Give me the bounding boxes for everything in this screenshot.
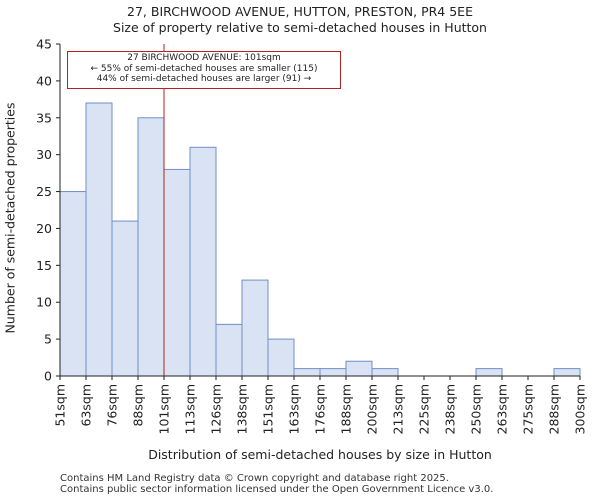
bar-113sqm bbox=[189, 146, 217, 377]
y-tick-label-10: 10 bbox=[36, 295, 52, 310]
y-tick-label-5: 5 bbox=[44, 332, 52, 347]
bar-200sqm bbox=[371, 368, 399, 377]
x-tick-label-288sqm: 288sqm bbox=[547, 384, 562, 434]
bar-188sqm bbox=[345, 360, 373, 377]
x-tick-label-126sqm: 126sqm bbox=[209, 384, 224, 434]
y-tick-label-30: 30 bbox=[36, 147, 52, 162]
footer-copyright: Contains HM Land Registry data © Crown c… bbox=[60, 473, 449, 484]
x-tick-label-200sqm: 200sqm bbox=[365, 384, 380, 434]
bar-250sqm bbox=[475, 368, 503, 377]
annotation-line3: 44% of semi-detached houses are larger (… bbox=[96, 74, 312, 84]
x-tick-label-263sqm: 263sqm bbox=[495, 384, 510, 434]
bar-138sqm bbox=[241, 279, 269, 377]
bar-176sqm bbox=[319, 368, 347, 377]
bar-63sqm bbox=[85, 102, 113, 377]
y-tick-label-25: 25 bbox=[36, 184, 52, 199]
y-axis-label: Number of semi-detached properties bbox=[2, 102, 18, 334]
bar-76sqm bbox=[111, 220, 139, 377]
bar-151sqm bbox=[267, 338, 295, 377]
annotation-line1: 27 BIRCHWOOD AVENUE: 101sqm bbox=[127, 53, 281, 63]
x-tick-label-101sqm: 101sqm bbox=[157, 384, 172, 434]
chart-title-line2: Size of property relative to semi-detach… bbox=[113, 20, 487, 35]
x-axis-label: Distribution of semi-detached houses by … bbox=[148, 447, 492, 462]
x-tick-label-238sqm: 238sqm bbox=[443, 384, 458, 434]
bar-88sqm bbox=[137, 117, 165, 377]
y-tick-label-35: 35 bbox=[36, 110, 52, 125]
y-tick-label-40: 40 bbox=[36, 73, 52, 88]
y-tick-label-15: 15 bbox=[36, 258, 52, 273]
x-tick-label-63sqm: 63sqm bbox=[79, 384, 94, 427]
x-tick-label-250sqm: 250sqm bbox=[469, 384, 484, 434]
x-tick-label-275sqm: 275sqm bbox=[521, 384, 536, 434]
x-tick-label-88sqm: 88sqm bbox=[131, 384, 146, 427]
bar-288sqm bbox=[553, 368, 581, 377]
bar-51sqm bbox=[59, 191, 87, 377]
x-tick-label-138sqm: 138sqm bbox=[235, 384, 250, 434]
annotation-line2: ← 55% of semi-detached houses are smalle… bbox=[90, 63, 318, 74]
x-tick-label-151sqm: 151sqm bbox=[261, 384, 276, 434]
x-tick-label-300sqm: 300sqm bbox=[573, 384, 588, 434]
x-tick-label-188sqm: 188sqm bbox=[339, 384, 354, 434]
x-tick-label-51sqm: 51sqm bbox=[53, 384, 68, 427]
x-tick-label-163sqm: 163sqm bbox=[287, 384, 302, 434]
x-tick-label-113sqm: 113sqm bbox=[183, 384, 198, 434]
y-tick-label-20: 20 bbox=[36, 221, 52, 236]
y-tick-label-45: 45 bbox=[36, 37, 52, 52]
bar-126sqm bbox=[215, 323, 243, 377]
footer-licence: Contains public sector information licen… bbox=[60, 484, 494, 495]
x-tick-label-225sqm: 225sqm bbox=[417, 384, 432, 434]
y-tick-label-0: 0 bbox=[44, 369, 52, 384]
x-tick-label-76sqm: 76sqm bbox=[105, 384, 120, 427]
bar-101sqm bbox=[163, 168, 191, 377]
property-annotation-box: 27 BIRCHWOOD AVENUE: 101sqm ← 55% of sem… bbox=[67, 51, 341, 89]
bar-163sqm bbox=[293, 368, 321, 377]
x-tick-label-213sqm: 213sqm bbox=[391, 384, 406, 434]
chart-title-line1: 27, BIRCHWOOD AVENUE, HUTTON, PRESTON, P… bbox=[127, 4, 473, 19]
x-tick-label-176sqm: 176sqm bbox=[313, 384, 328, 434]
